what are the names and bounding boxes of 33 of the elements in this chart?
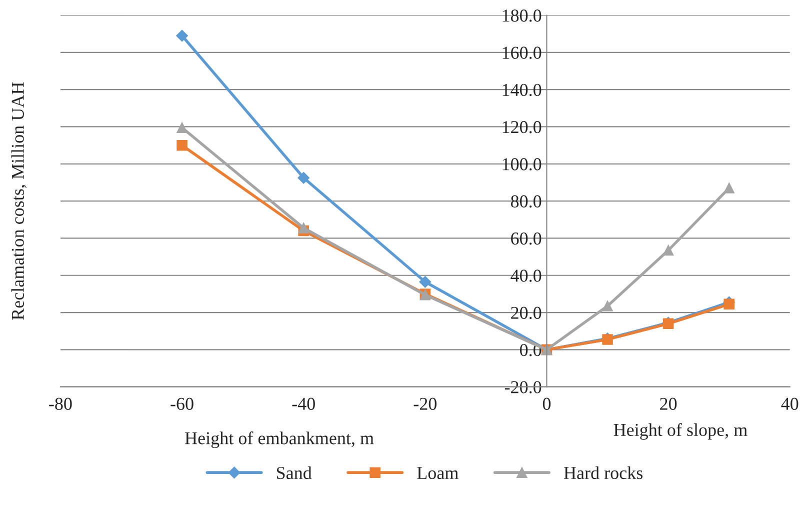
x-tick-label: 0 (542, 398, 551, 410)
point (419, 276, 432, 288)
y-tick-label: 160.0 (502, 46, 542, 59)
y-axis-title: Reclamation costs, Million UAH (11, 82, 27, 320)
point (176, 140, 188, 151)
legend-label: Hard rocks (564, 466, 643, 480)
y-tick-label: -20.0 (504, 381, 542, 394)
x-axis-title: Height of embankment, m (185, 431, 374, 448)
x-tick-label: -40 (292, 398, 315, 410)
y-tick-label: 60.0 (511, 232, 542, 245)
point (298, 222, 309, 234)
x-tick-label: -20 (414, 398, 437, 410)
point (176, 122, 188, 134)
text: Height of slope, m (614, 423, 748, 440)
y-tick-label: 80.0 (510, 195, 542, 208)
y-tick-label: 180.0 (502, 10, 542, 22)
y-tick-label: 100.0 (502, 158, 542, 170)
x-tick-label: 40 (781, 398, 798, 410)
point (662, 244, 674, 256)
x-tick-label: -60 (170, 398, 194, 410)
point (298, 172, 310, 184)
point (176, 30, 188, 42)
point (724, 182, 734, 194)
y-tick-label: 120.0 (502, 121, 542, 134)
point (602, 300, 613, 312)
legend-label: Loam (417, 467, 458, 480)
y-tick-label: 40.0 (510, 270, 542, 282)
x-tick-label: -80 (49, 398, 72, 410)
y-tick-label: 20.0 (511, 306, 542, 320)
y-tick-label: 140.0 (502, 84, 542, 96)
legend-label: Sand (276, 466, 312, 480)
point (724, 298, 734, 310)
x-tick-label: 20 (660, 398, 677, 410)
